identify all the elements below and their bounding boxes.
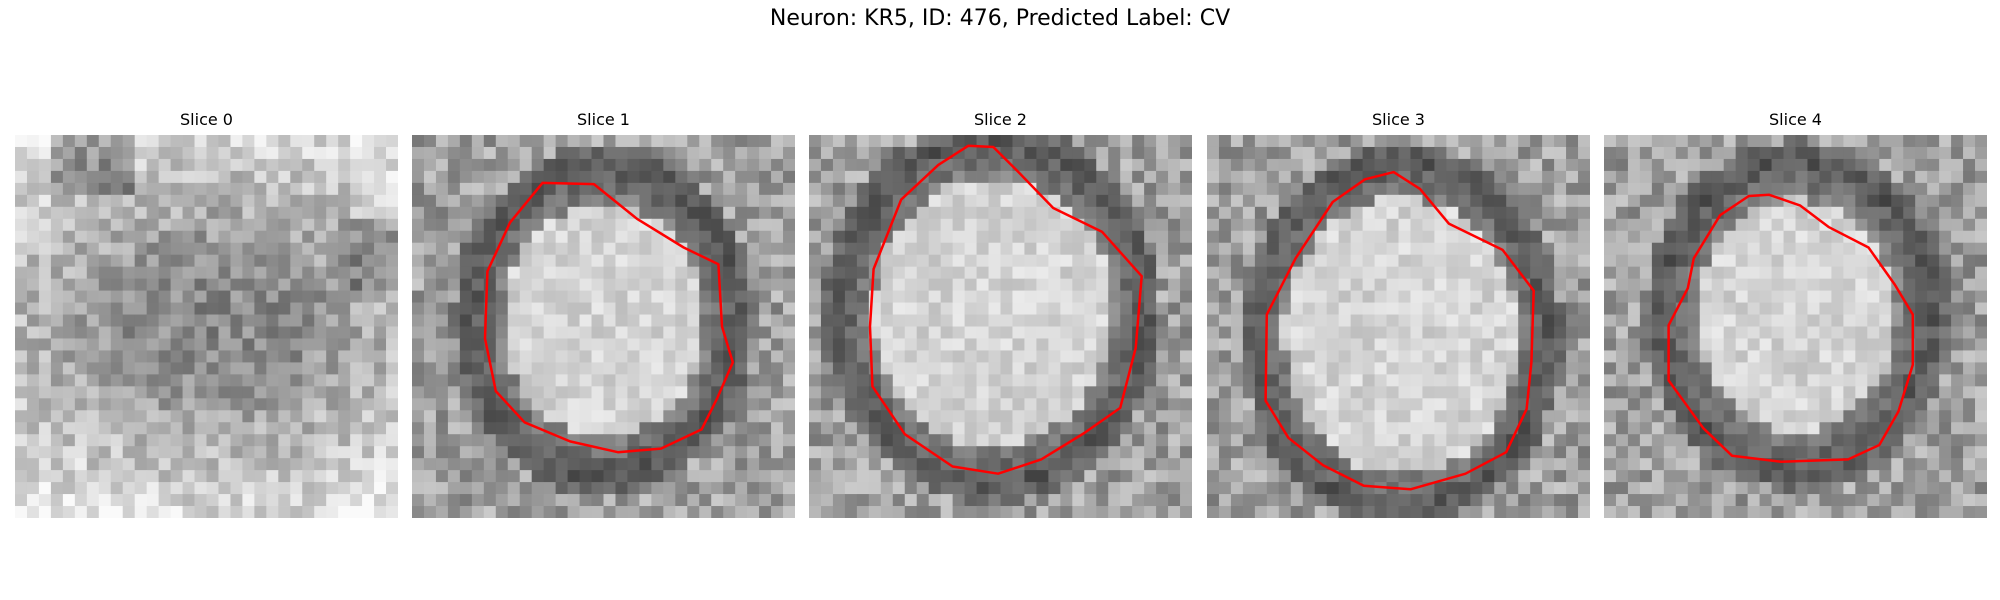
slice-panel-4: Slice 4 <box>1604 108 1987 518</box>
slice-image-3 <box>1207 135 1590 518</box>
contour-outline <box>1667 193 1915 463</box>
slice-panel-2: Slice 2 <box>809 108 1192 518</box>
slice-panel-0: Slice 0 <box>15 108 398 518</box>
contour-outline <box>483 181 735 454</box>
slice-image-2 <box>809 135 1192 518</box>
slice-title: Slice 3 <box>1372 110 1425 129</box>
slice-title: Slice 4 <box>1769 110 1822 129</box>
contour-outline <box>1264 170 1535 491</box>
contour-outline <box>868 144 1143 475</box>
slice-image-0 <box>15 135 398 518</box>
figure-title: Neuron: KR5, ID: 476, Predicted Label: C… <box>769 6 1231 31</box>
slice-title: Slice 0 <box>180 110 233 129</box>
slice-panel-3: Slice 3 <box>1207 108 1590 518</box>
slice-title: Slice 1 <box>577 110 630 129</box>
slice-title: Slice 2 <box>974 110 1027 129</box>
slice-panel-1: Slice 1 <box>412 108 795 518</box>
slice-image-1 <box>412 135 795 518</box>
slice-image-4 <box>1604 135 1987 518</box>
